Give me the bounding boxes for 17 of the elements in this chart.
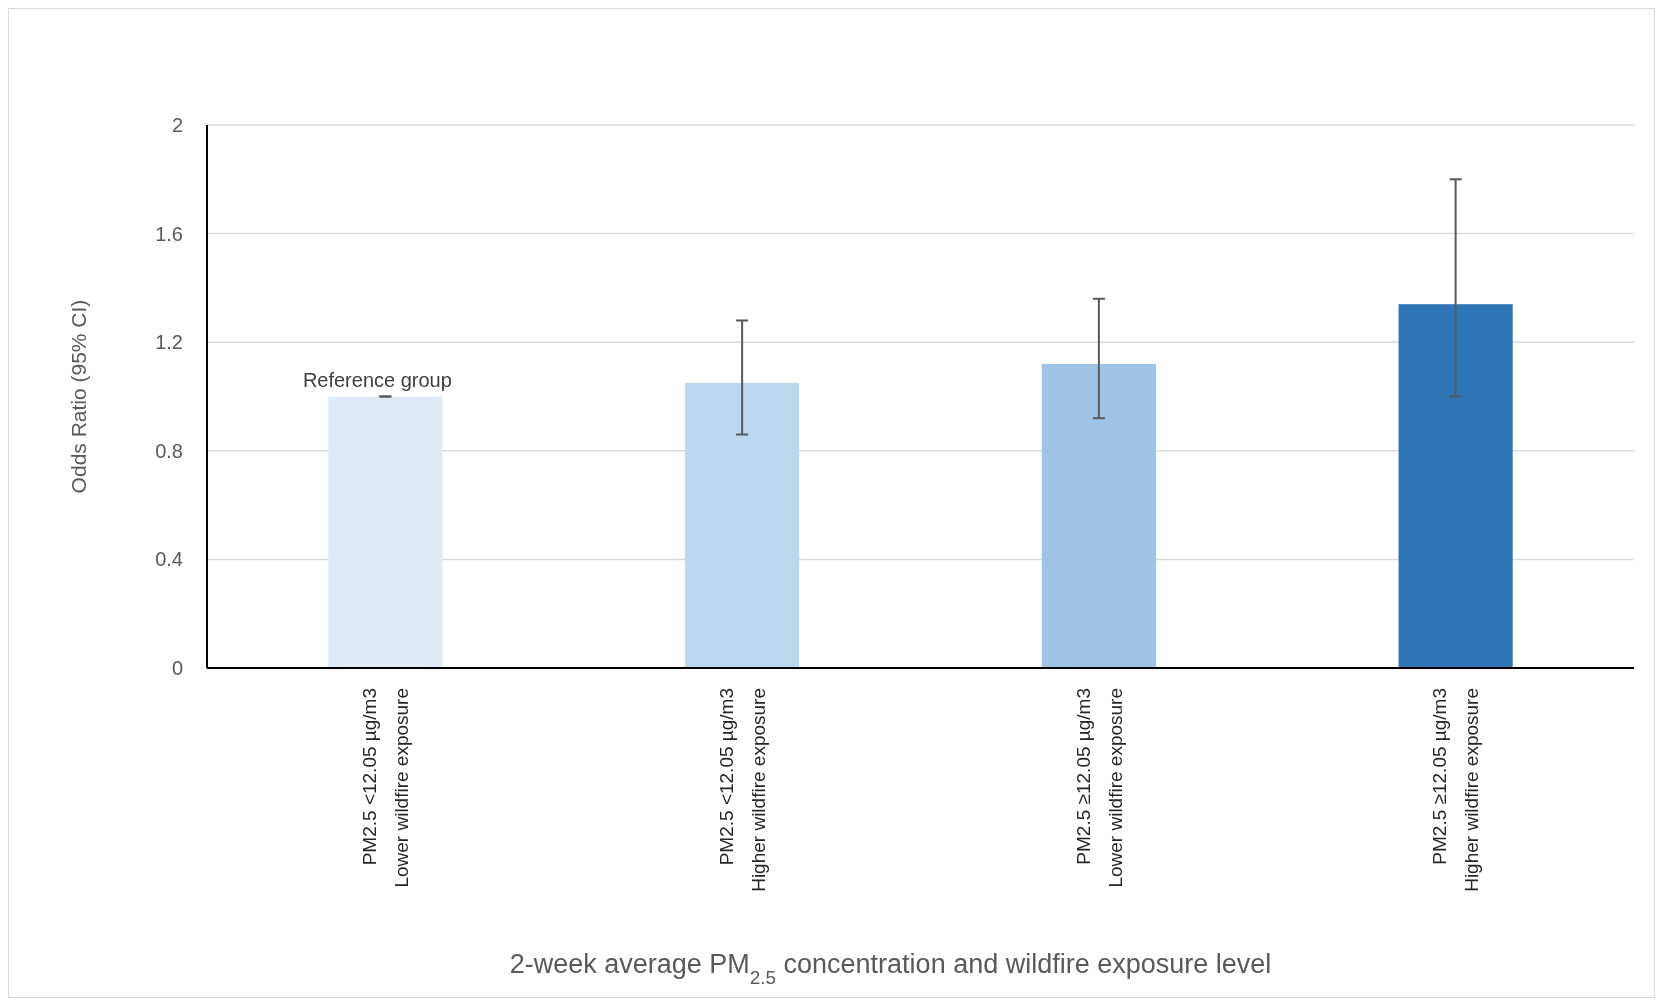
- x-tick-label: PM2.5 ≥12.05 µg/m3 Lower wildfire exposure: [1072, 688, 1126, 888]
- y-tick-label: 0: [171, 657, 183, 679]
- annotation: Reference group: [302, 368, 452, 391]
- bar: [685, 382, 800, 668]
- y-tick-label: 1.6: [155, 222, 183, 245]
- y-tick-label: 1.2: [155, 331, 183, 354]
- bar: [328, 396, 443, 668]
- bar: [1398, 304, 1513, 668]
- bar: [1041, 363, 1156, 668]
- y-tick-label: 2: [171, 114, 183, 136]
- y-tick-label: 0.8: [155, 439, 183, 462]
- y-tick-label: 0.4: [155, 548, 183, 571]
- y-axis-title: Odds Ratio (95% CI): [67, 299, 90, 494]
- x-tick-label: PM2.5 ≥12.05 µg/m3 Higher wildfire exposure: [1429, 688, 1483, 892]
- x-tick-label: PM2.5 <12.05 µg/m3 Higher wildfire exposure: [715, 688, 769, 892]
- x-tick-label: PM2.5 <12.05 µg/m3 Lower wildfire exposure: [359, 688, 413, 888]
- x-axis-title: 2-week average PM$_{2.5}$ concentration and wildfire exposure level: [509, 949, 1272, 988]
